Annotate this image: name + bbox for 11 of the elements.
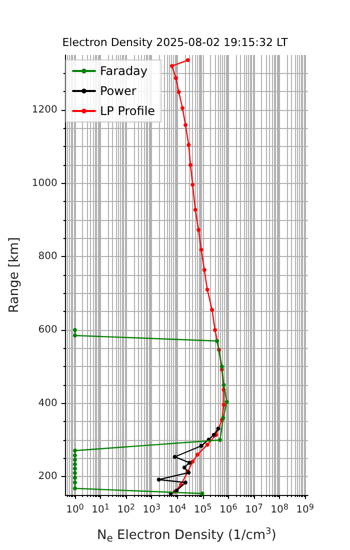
legend-label: LP Profile (100, 104, 156, 118)
chart-title: Electron Density 2025-08-02 19:15:32 LT (62, 36, 288, 49)
y-tick-label: 200 (38, 471, 58, 482)
legend-label: Faraday (100, 64, 148, 78)
legend-label: Power (100, 84, 136, 98)
y-tick-label: 1200 (32, 104, 58, 116)
y-axis-title: Range [km] (7, 237, 22, 313)
y-tick-label: 600 (38, 324, 58, 336)
y-tick-label: 800 (38, 251, 58, 262)
y-tick-label: 400 (38, 398, 58, 409)
y-tick-label: 1000 (32, 178, 58, 189)
